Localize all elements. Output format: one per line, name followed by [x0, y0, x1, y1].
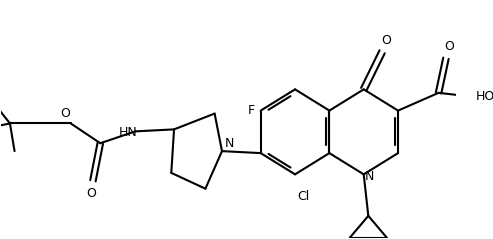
Text: O: O — [86, 187, 96, 200]
Text: N: N — [365, 170, 374, 183]
Text: N: N — [225, 137, 234, 150]
Text: O: O — [381, 34, 391, 47]
Text: Cl: Cl — [297, 190, 309, 203]
Text: O: O — [445, 40, 455, 53]
Text: O: O — [60, 108, 70, 120]
Text: HO: HO — [475, 90, 493, 103]
Text: HN: HN — [118, 126, 137, 139]
Text: F: F — [248, 104, 255, 117]
